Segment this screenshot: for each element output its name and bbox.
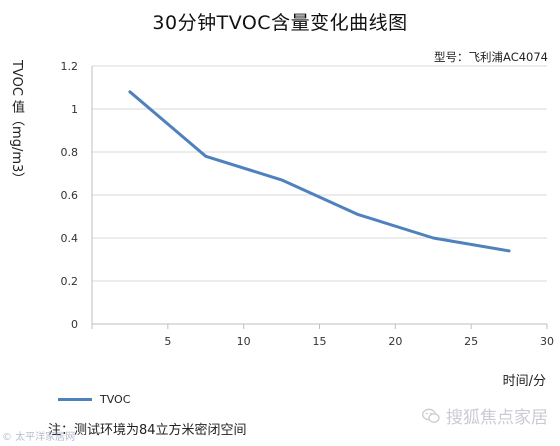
watermark-right-text: 搜狐焦点家居 [446, 408, 548, 428]
wechat-icon [422, 408, 440, 424]
axes [91, 66, 548, 329]
data-point [432, 236, 435, 240]
tick-labels: 0 0.2 0.4 0.6 0.8 1 1.2 5 10 15 20 25 30 [61, 60, 555, 348]
legend: TVOC [58, 393, 130, 406]
x-tick-label: 10 [237, 335, 251, 348]
series-line-tvoc [128, 90, 511, 253]
x-tick-label: 5 [164, 335, 171, 348]
x-tick-label: 25 [464, 335, 478, 348]
chart-title: 30分钟TVOC含量变化曲线图 [152, 12, 408, 34]
gridlines [92, 65, 547, 282]
data-point [356, 213, 359, 216]
x-tick-label: 30 [540, 335, 554, 348]
data-point [280, 178, 283, 182]
series-layer [128, 90, 511, 253]
watermark-left: © 太平洋家居网 [2, 432, 76, 443]
y-axis-title: TVOC 值（mg/m3） [9, 60, 24, 186]
legend-label-tvoc: TVOC [100, 393, 131, 406]
footnote: 注：测试环境为84立方米密闭空间 [48, 423, 247, 438]
x-tick-label: 15 [313, 335, 327, 348]
y-tick-label: 0.6 [61, 189, 79, 202]
model-label: 型号：飞利浦AC4074 [434, 50, 548, 64]
data-point [507, 249, 511, 253]
y-tick-label: 0.4 [61, 232, 79, 245]
y-tick-label: 0 [71, 318, 78, 331]
data-point [128, 90, 132, 94]
y-tick-label: 0.2 [61, 275, 79, 288]
y-tick-label: 1.2 [61, 60, 79, 73]
legend-swatch-tvoc [58, 398, 92, 401]
data-point [204, 155, 207, 158]
watermark-right: 搜狐焦点家居 [422, 403, 548, 428]
y-tick-label: 0.8 [61, 146, 79, 159]
x-axis-title: 时间/分 [502, 374, 546, 389]
y-tick-label: 1 [71, 103, 78, 116]
x-tick-label: 20 [388, 335, 402, 348]
